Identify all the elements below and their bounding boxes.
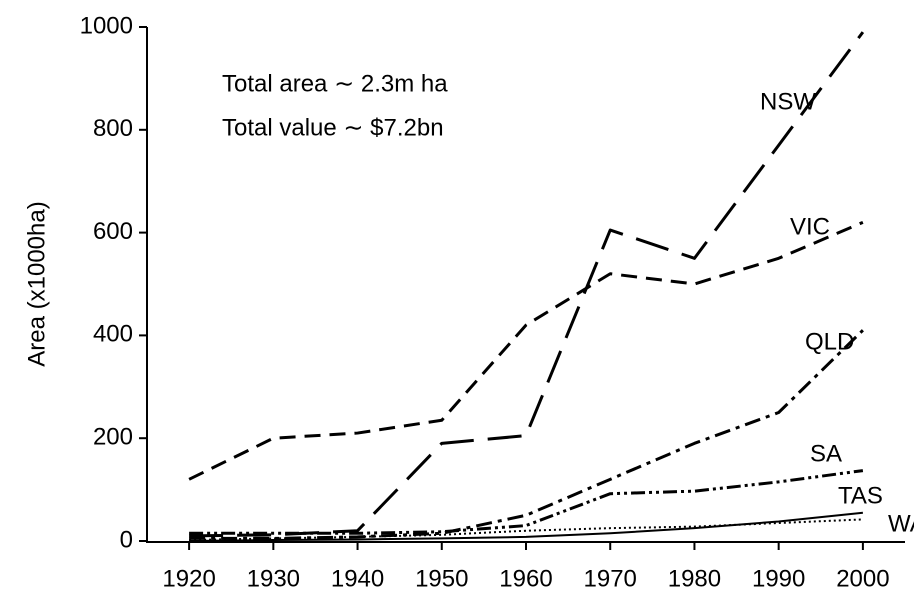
y-tick-label: 800 (93, 115, 133, 142)
series-line (189, 329, 864, 540)
x-tick-label: 1920 (162, 565, 215, 592)
series-line (189, 31, 865, 538)
x-tick-label: 1980 (668, 565, 721, 592)
annotation: Total area ∼ 2.3m ha (222, 70, 448, 97)
series-line (189, 518, 863, 541)
x-tick-label: 1960 (499, 565, 552, 592)
x-tick-label: 1930 (247, 565, 300, 592)
series-line (189, 469, 864, 535)
y-tick-label: 600 (93, 218, 133, 245)
series-label: VIC (790, 213, 830, 240)
x-tick-label: 1940 (331, 565, 384, 592)
series-label: SA (810, 440, 842, 467)
x-tick-label: 2000 (836, 565, 889, 592)
y-axis-label: Area (x1000ha) (23, 201, 50, 366)
series-label: TAS (838, 482, 883, 509)
annotation: Total value ∼ $7.2bn (222, 114, 444, 141)
series-line (188, 220, 864, 481)
x-tick-label: 1970 (584, 565, 637, 592)
x-tick-label: 1990 (752, 565, 805, 592)
x-tick-label: 1950 (415, 565, 468, 592)
series-label: QLD (805, 328, 854, 355)
y-tick-label: 0 (120, 526, 133, 553)
y-tick-label: 400 (93, 321, 133, 348)
y-tick-label: 200 (93, 424, 133, 451)
series-label: WA (888, 510, 914, 537)
series-label: NSW (760, 88, 816, 115)
y-tick-label: 1000 (80, 12, 133, 39)
